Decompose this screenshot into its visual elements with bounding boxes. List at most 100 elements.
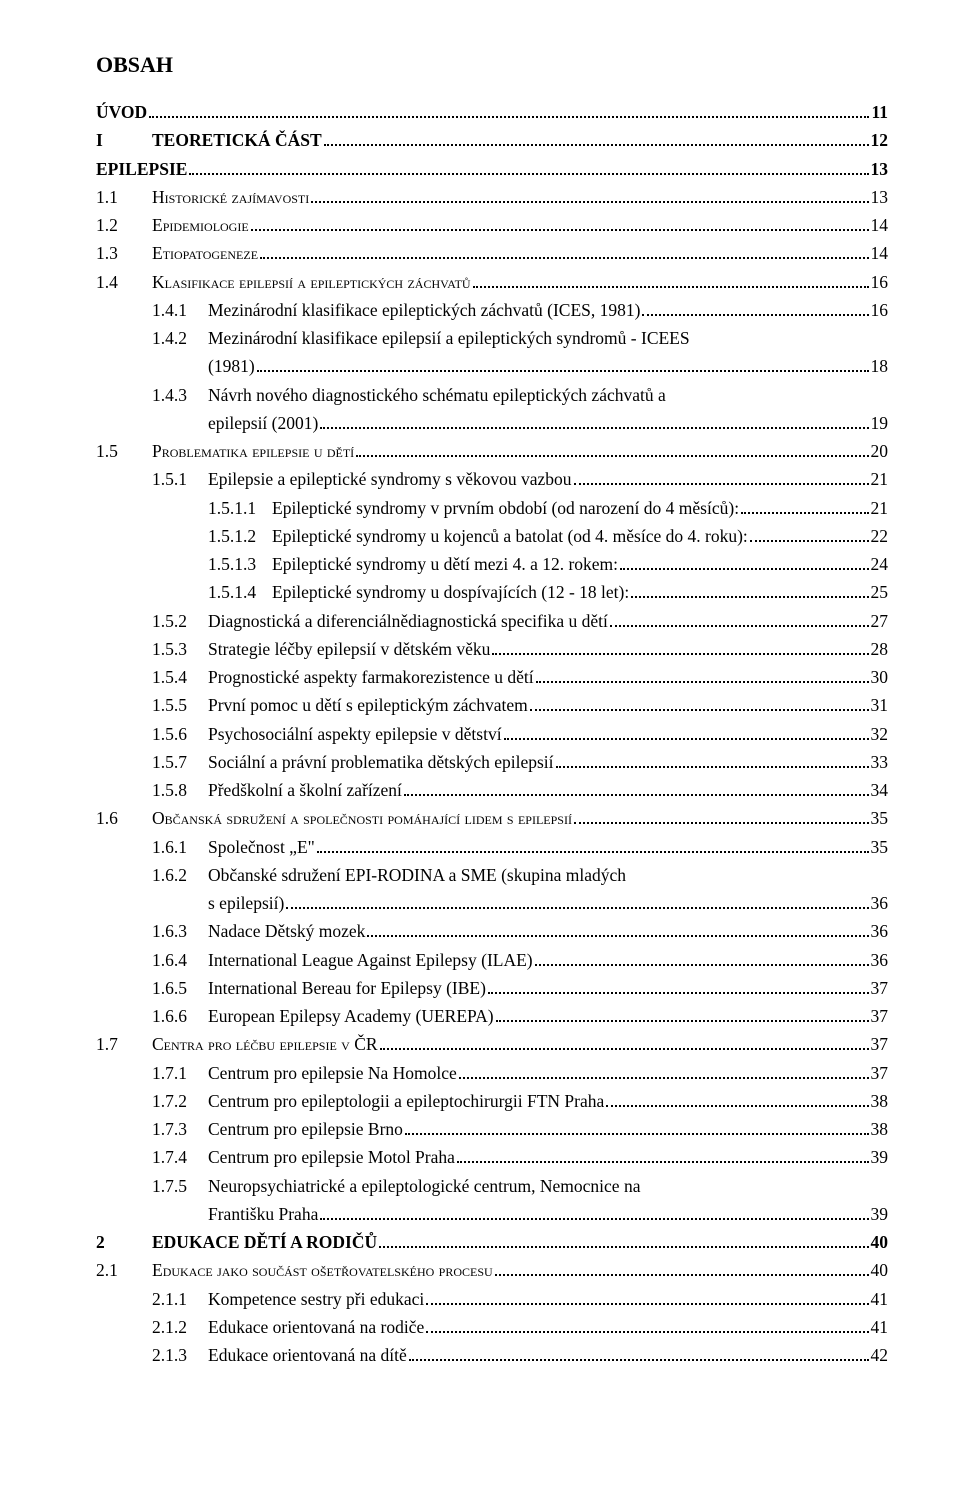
toc-text: EPILEPSIE [96, 156, 187, 182]
toc-entry: 1.5.1.4Epileptické syndromy u dospívajíc… [96, 579, 888, 605]
toc-page: 39 [871, 1144, 889, 1170]
toc-number: 1.6.5 [152, 975, 208, 1001]
toc-text: Sociální a právní problematika dětských … [208, 749, 554, 775]
toc-page: 36 [871, 947, 889, 973]
toc-page: 37 [871, 1003, 889, 1029]
toc-text: První pomoc u dětí s epileptickým záchva… [208, 692, 528, 718]
toc-leader-dots [750, 540, 869, 542]
toc-entry: 1.5.7Sociální a právní problematika děts… [96, 749, 888, 775]
toc-leader-dots [260, 257, 868, 259]
toc-page: 33 [871, 749, 889, 775]
toc-page: 34 [871, 777, 889, 803]
toc-leader-dots [495, 1274, 869, 1276]
toc-leader-dots [530, 709, 869, 711]
toc-text: Epidemiologie [152, 212, 249, 238]
toc-page: 32 [871, 721, 889, 747]
toc-text: Epilepsie a epileptické syndromy s věkov… [208, 466, 572, 492]
toc-text: Společnost „E" [208, 834, 315, 860]
toc-entry: 1.7.1Centrum pro epilepsie Na Homolce37 [96, 1060, 888, 1086]
toc-text: Návrh nového diagnostického schématu epi… [208, 382, 666, 408]
toc-number: 1.7 [96, 1031, 152, 1057]
toc-number: 1.4.1 [152, 297, 208, 323]
toc-entry: 1.4.3Návrh nového diagnostického schémat… [96, 382, 888, 408]
toc-page: 21 [871, 466, 889, 492]
toc-text: Epileptické syndromy v prvním období (od… [272, 495, 739, 521]
toc-entry: 1.6.2Občanské sdružení EPI-RODINA a SME … [96, 862, 888, 888]
toc-number: 2.1.3 [152, 1342, 208, 1368]
toc-leader-dots [404, 794, 869, 796]
toc-entry: 1.5.8Předškolní a školní zařízení34 [96, 777, 888, 803]
toc-page: 37 [871, 975, 889, 1001]
toc-page: 38 [871, 1116, 889, 1142]
toc-text: TEORETICKÁ ČÁST [152, 127, 322, 153]
toc-number: 1.2 [96, 212, 152, 238]
toc-page: 39 [871, 1201, 889, 1227]
toc-number: 1.4 [96, 269, 152, 295]
toc-leader-dots [631, 596, 868, 598]
toc-number: 1.5.1.2 [208, 523, 272, 549]
toc-number: 1.5.4 [152, 664, 208, 690]
toc-number: 1.5.5 [152, 692, 208, 718]
page-title: OBSAH [96, 48, 888, 81]
toc-number: 1.7.5 [152, 1173, 208, 1199]
toc-entry: 1.2Epidemiologie 14 [96, 212, 888, 238]
toc-number: 1.7.4 [152, 1144, 208, 1170]
toc-page: 42 [871, 1342, 889, 1368]
toc-page: 31 [871, 692, 889, 718]
toc-text: European Epilepsy Academy (UEREPA) [208, 1003, 494, 1029]
toc-leader-dots [367, 935, 868, 937]
toc-text: Epileptické syndromy u dospívajících (12… [272, 579, 629, 605]
toc-text: Centrum pro epileptologii a epileptochir… [208, 1088, 604, 1114]
toc-number: 1.7.2 [152, 1088, 208, 1114]
toc-text: Prognostické aspekty farmakorezistence u… [208, 664, 534, 690]
toc-page: 14 [871, 212, 889, 238]
toc-page: 14 [871, 240, 889, 266]
toc-number: I [96, 127, 152, 153]
toc-number: 1.3 [96, 240, 152, 266]
toc-leader-dots [405, 1133, 869, 1135]
toc-number: 1.5.6 [152, 721, 208, 747]
toc-entry: 2.1Edukace jako součást ošetřovatelského… [96, 1257, 888, 1283]
toc-entry: 1.3Etiopatogeneze14 [96, 240, 888, 266]
toc-entry: 1.5.4Prognostické aspekty farmakoreziste… [96, 664, 888, 690]
toc-leader-dots [459, 1077, 869, 1079]
toc-number: 1.6.3 [152, 918, 208, 944]
toc-number: 2.1.2 [152, 1314, 208, 1340]
toc-leader-dots [473, 286, 869, 288]
toc-entry: 1.6.4International League Against Epilep… [96, 947, 888, 973]
toc-leader-dots [409, 1359, 869, 1361]
toc-text: Mezinárodní klasifikace epilepsií a epil… [208, 325, 690, 351]
toc-leader-dots [356, 455, 868, 457]
toc-leader-dots [457, 1161, 869, 1163]
toc-entry: 1.6Občanská sdružení a společnosti pomáh… [96, 805, 888, 831]
toc-entry: 1.4Klasifikace epilepsií a epileptických… [96, 269, 888, 295]
toc-page: 41 [871, 1314, 889, 1340]
toc-leader-dots [492, 653, 868, 655]
toc-entry: 1.7.2Centrum pro epileptologii a epilept… [96, 1088, 888, 1114]
toc-leader-dots [320, 427, 868, 429]
toc-page: 37 [871, 1031, 889, 1057]
toc-number: 1.6.1 [152, 834, 208, 860]
toc-page: 35 [871, 805, 889, 831]
toc-entry: ÚVOD11 [96, 99, 888, 125]
toc-number: 1.6.2 [152, 862, 208, 888]
toc-text: Klasifikace epilepsií a epileptických zá… [152, 269, 471, 295]
toc-number: 1.5.1.1 [208, 495, 272, 521]
toc-text: Předškolní a školní zařízení [208, 777, 402, 803]
toc-page: 16 [871, 297, 889, 323]
toc-leader-dots [610, 625, 869, 627]
toc-entry-continuation: s epilepsií)36 [96, 890, 888, 916]
toc-entry-continuation: epilepsií (2001)19 [96, 410, 888, 436]
toc-leader-dots [426, 1331, 868, 1333]
toc-page: 13 [871, 184, 889, 210]
toc-page: 13 [871, 156, 889, 182]
toc-text: EDUKACE DĚTÍ A RODIČŮ [152, 1229, 377, 1255]
toc-page: 11 [871, 99, 888, 125]
toc-leader-dots [620, 568, 868, 570]
toc-leader-dots [606, 1105, 868, 1107]
toc-leader-dots [426, 1303, 868, 1305]
toc-text: Historické zajímavosti [152, 184, 309, 210]
toc-page: 35 [871, 834, 889, 860]
toc-text: Františku Praha [208, 1201, 318, 1227]
toc-entry: ITEORETICKÁ ČÁST12 [96, 127, 888, 153]
